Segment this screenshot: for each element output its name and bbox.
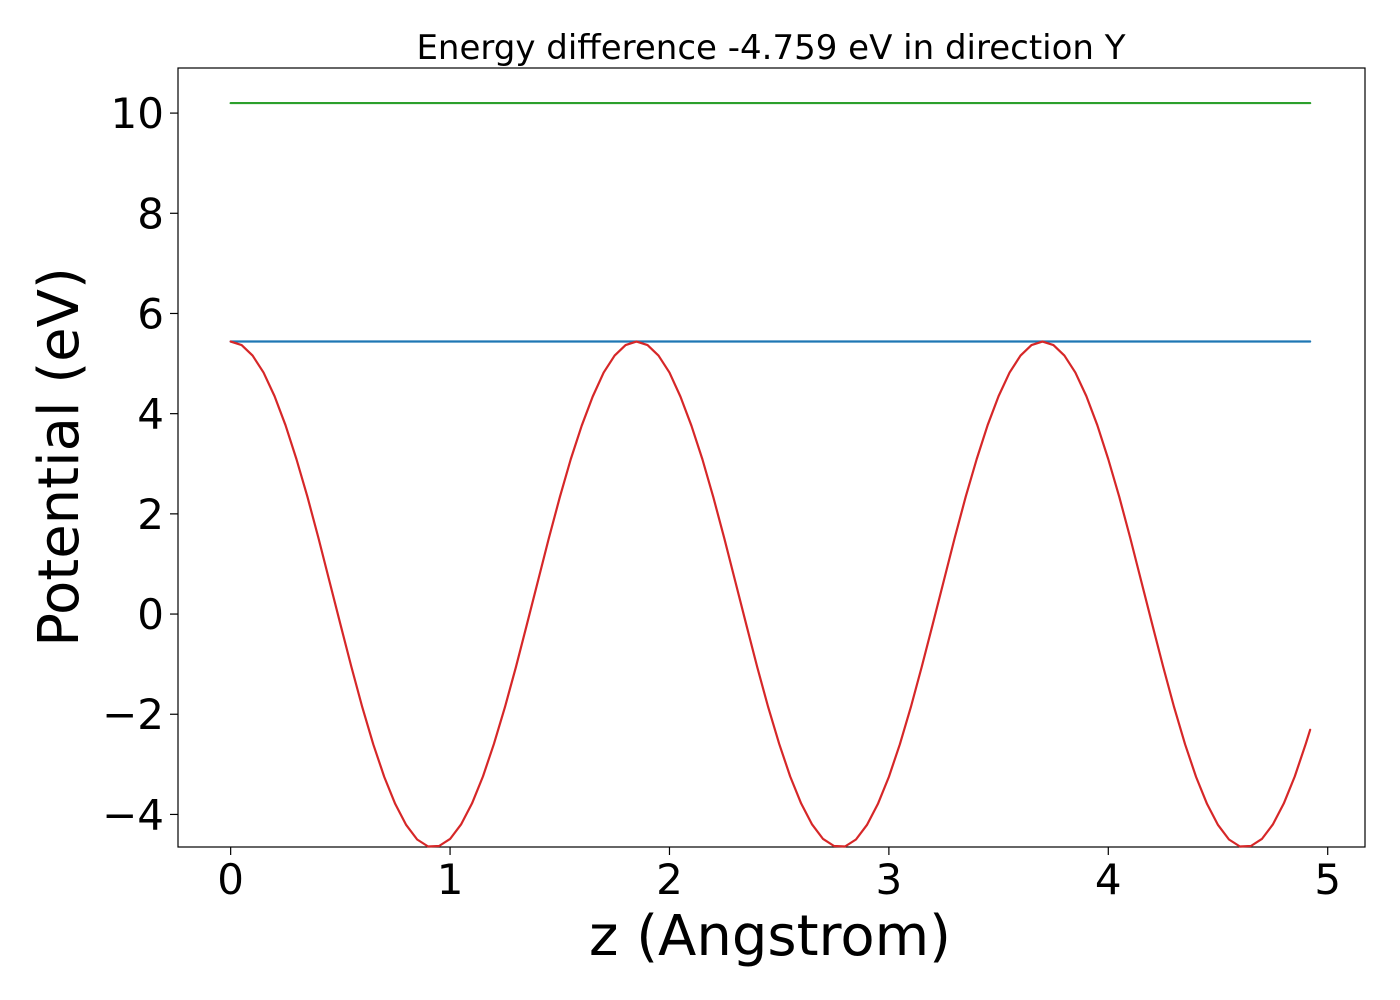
y-tick-label: −2 xyxy=(102,690,164,739)
y-axis-label: Potential (eV) xyxy=(27,267,92,647)
x-tick-label: 4 xyxy=(1095,855,1122,904)
x-tick-label: 2 xyxy=(656,855,683,904)
y-tick-label: −4 xyxy=(102,790,164,839)
y-tick-label: 6 xyxy=(137,289,164,338)
y-tick-label: 2 xyxy=(137,490,164,539)
x-tick-label: 0 xyxy=(217,855,244,904)
y-tick-label: 8 xyxy=(137,189,164,238)
chart-title: Energy difference -4.759 eV in direction… xyxy=(416,28,1125,68)
x-tick-label: 5 xyxy=(1314,855,1341,904)
x-tick-label: 1 xyxy=(437,855,464,904)
y-tick-label: 10 xyxy=(111,89,164,138)
series-line-2 xyxy=(229,340,1312,848)
y-tick-label: 0 xyxy=(137,590,164,639)
y-tick-label: 4 xyxy=(137,390,164,439)
series-layer xyxy=(229,101,1312,848)
x-axis-ticks: 0 1 2 3 4 5 xyxy=(217,847,1341,904)
plot-frame xyxy=(177,67,1366,848)
y-axis-ticks: −4 −2 0 2 4 6 8 10 xyxy=(102,89,178,839)
x-tick-label: 3 xyxy=(876,855,903,904)
x-axis-label: z (Angstrom) xyxy=(589,904,951,969)
